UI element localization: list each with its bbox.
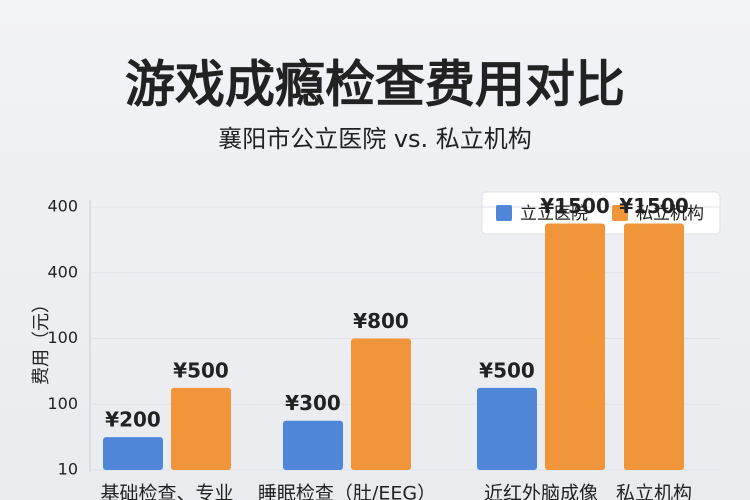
legend-label: 立立医院	[520, 204, 588, 224]
y-axis-label: 费用（元）	[31, 295, 52, 385]
bar	[624, 223, 684, 470]
bar	[103, 437, 163, 470]
value-label: ¥500	[479, 358, 535, 382]
bar	[545, 223, 605, 470]
y-tick-label: 400	[47, 262, 78, 281]
value-label: ¥300	[285, 391, 341, 415]
y-tick-label: 100	[47, 394, 78, 413]
bar	[283, 420, 343, 470]
value-label: ¥800	[353, 309, 409, 333]
value-label: ¥1500	[619, 194, 689, 218]
x-tick-label: 基础检查、专业	[100, 483, 233, 500]
legend-swatch	[496, 205, 512, 221]
chart-title: 游戏成瘾检查费用对比	[125, 56, 625, 114]
bar	[351, 338, 411, 470]
value-label: ¥200	[105, 408, 161, 432]
y-tick-label: 10	[58, 460, 78, 479]
chart-subtitle: 襄阳市公立医院 vs. 私立机构	[218, 125, 532, 153]
bar	[477, 387, 537, 470]
y-tick-label: 400	[47, 197, 78, 216]
y-tick-label: 100	[47, 328, 78, 347]
x-tick-label: 近红外脑成像	[484, 483, 598, 500]
value-label: ¥1500	[540, 194, 610, 218]
legend-swatch	[612, 205, 628, 221]
legend-label: 私立机构	[636, 204, 704, 224]
x-tick-label: 睡眠检查（肚/EEG）	[258, 483, 436, 500]
value-label: ¥500	[173, 358, 229, 382]
x-tick-label: 私立机构	[616, 483, 692, 500]
bar	[171, 387, 231, 470]
